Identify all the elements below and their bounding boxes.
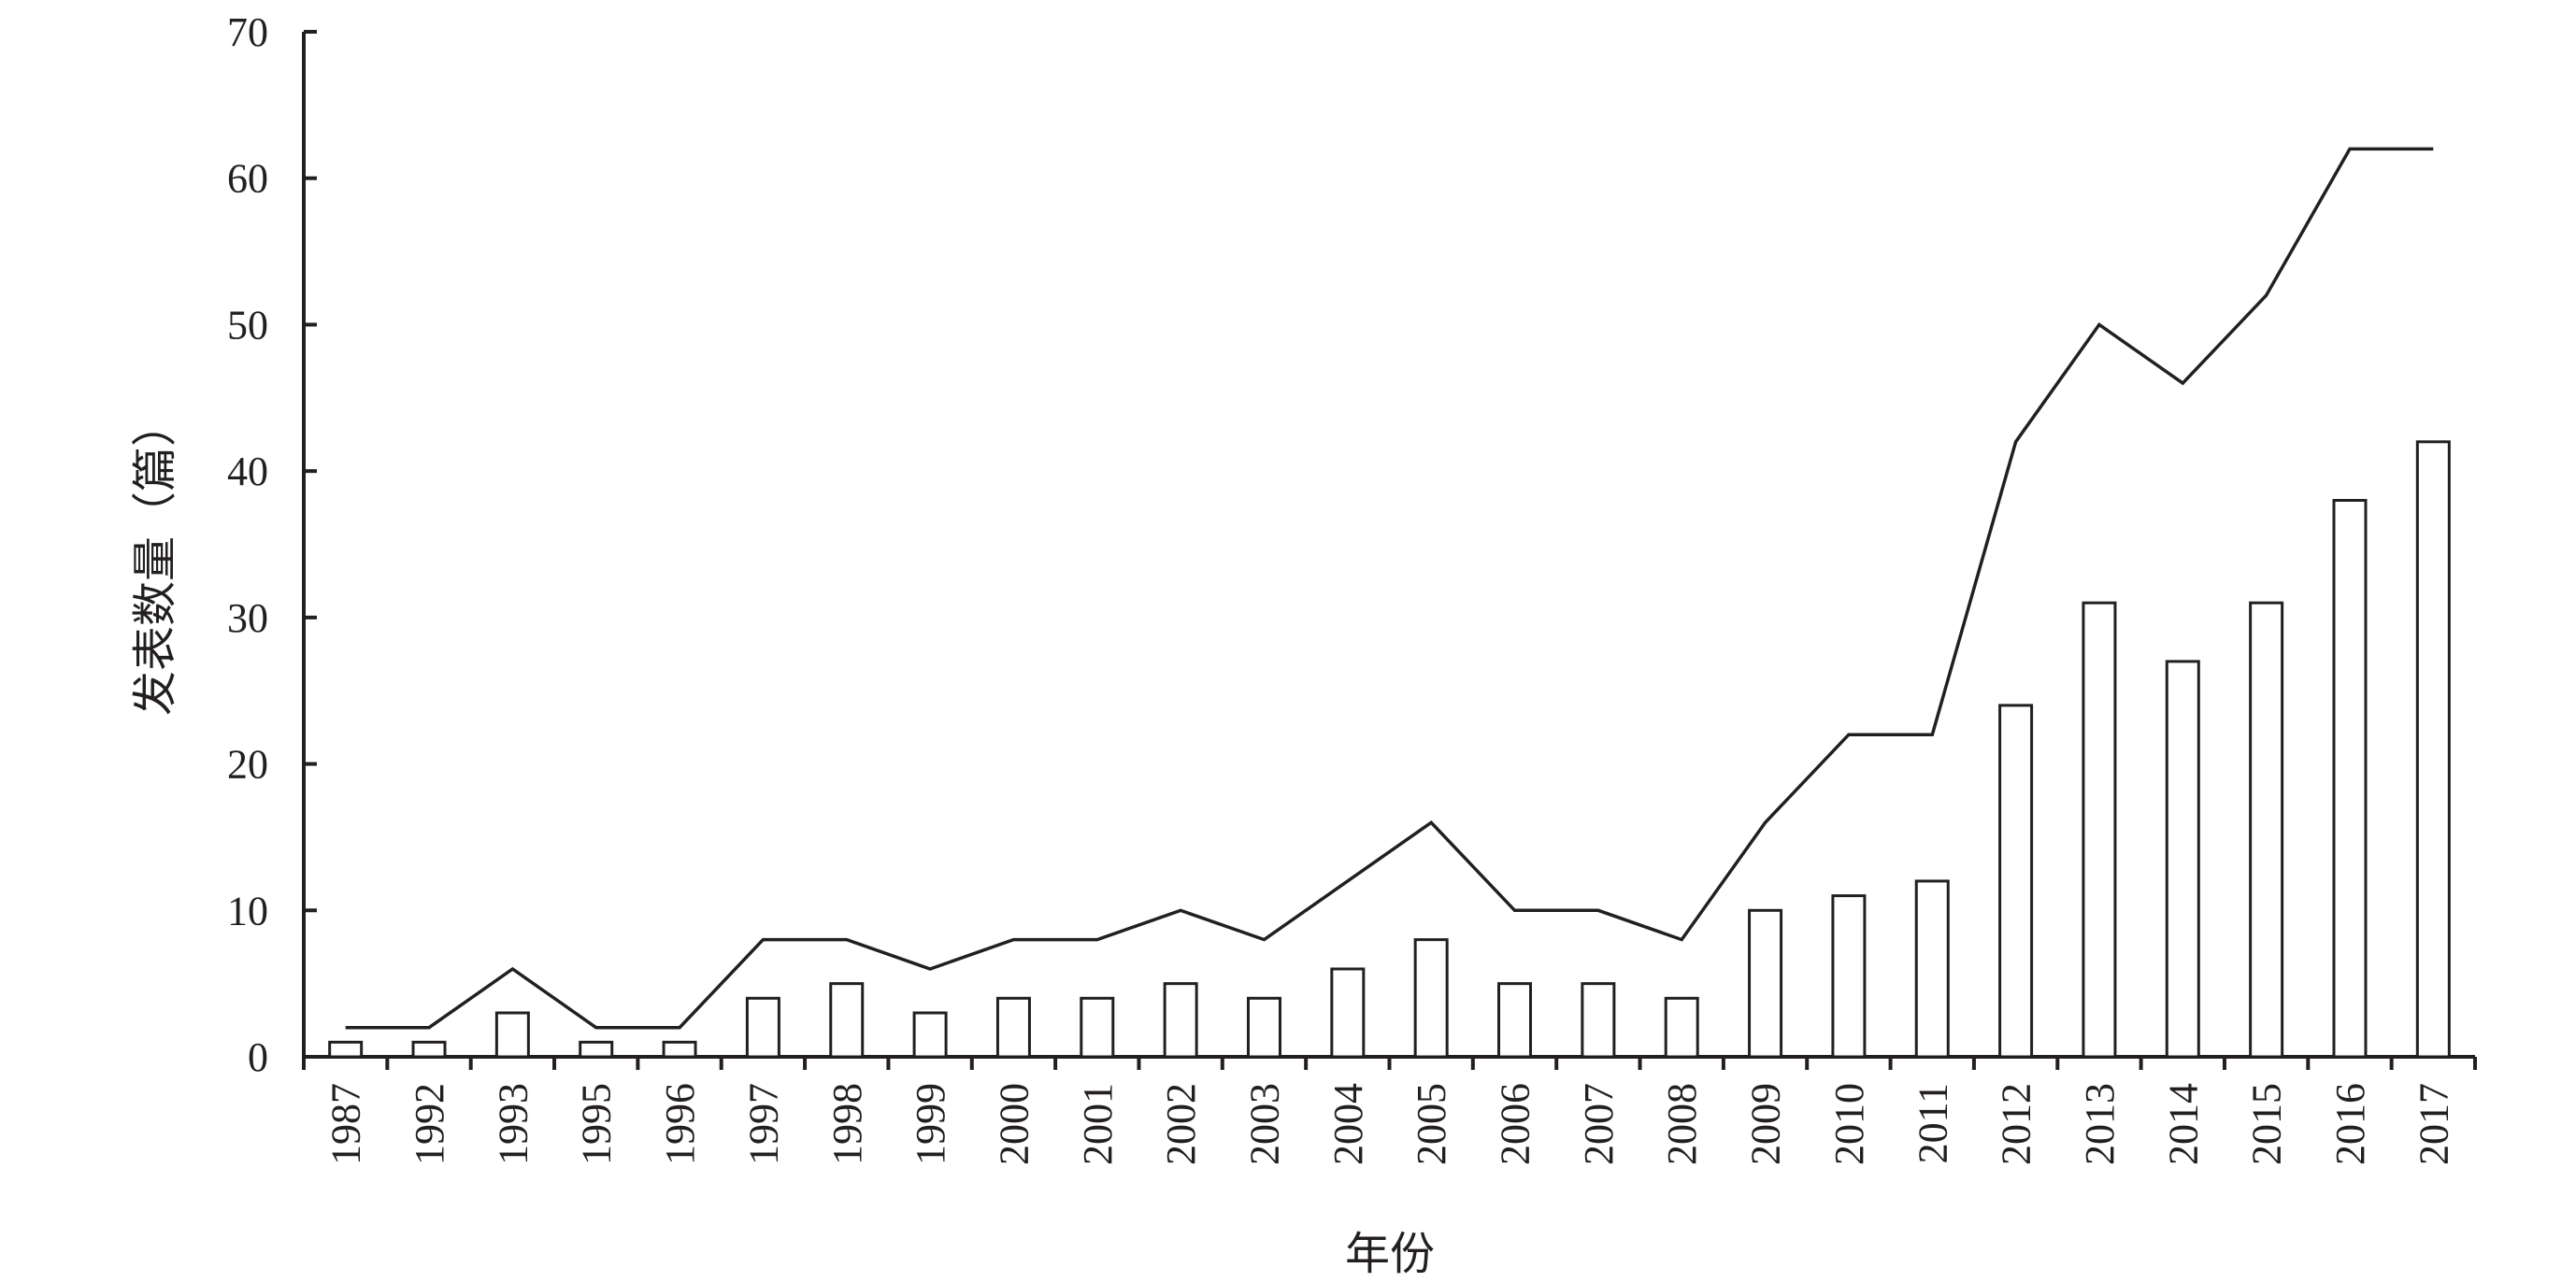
labels-layer: 0 10 20 30 40 50 60 70 1987 1992 1993 1995 1996 1997 1… — [227, 9, 2456, 1165]
bar-2013 — [2082, 601, 2117, 1059]
x-tick-label: 2007 — [1576, 1083, 1622, 1165]
y-tick-label: 20 — [227, 742, 268, 788]
x-tick-label: 2016 — [2327, 1083, 2373, 1165]
bar-2008 — [1664, 996, 1699, 1059]
x-tick-label: 1993 — [490, 1083, 536, 1165]
y-tick-label: 70 — [227, 9, 268, 55]
bar-2001 — [1080, 996, 1115, 1059]
bar-2011 — [1914, 879, 1950, 1059]
bar-1997 — [745, 996, 780, 1059]
y-axis-title: 发表数量（篇） — [129, 402, 181, 716]
bar-2009 — [1748, 908, 1783, 1059]
x-tick-label: 1992 — [407, 1083, 452, 1165]
x-tick-label: 2006 — [1493, 1083, 1538, 1165]
bar-2003 — [1246, 996, 1281, 1059]
bar-2006 — [1497, 982, 1533, 1059]
y-tick-label: 0 — [248, 1034, 268, 1080]
bar-2007 — [1581, 982, 1616, 1059]
line-layer — [345, 147, 2434, 1030]
y-tick-label: 40 — [227, 449, 268, 494]
x-tick-label: 2011 — [1910, 1083, 1955, 1163]
bar-1993 — [494, 1011, 530, 1059]
y-tick-label: 30 — [227, 595, 268, 641]
bar-2004 — [1330, 967, 1366, 1059]
x-tick-label: 1995 — [574, 1083, 620, 1165]
bar-1995 — [579, 1040, 614, 1059]
x-tick-label: 2010 — [1826, 1083, 1872, 1165]
x-tick-label: 1996 — [657, 1083, 703, 1165]
bar-2012 — [1998, 704, 2034, 1059]
x-axis-title: 年份 — [1345, 1228, 1435, 1280]
x-tick-label: 2017 — [2411, 1083, 2456, 1165]
x-tick-label: 2000 — [991, 1083, 1037, 1165]
x-tick-label: 2013 — [2077, 1083, 2123, 1165]
bar-1996 — [662, 1040, 697, 1059]
x-tick-label: 2003 — [1241, 1083, 1287, 1165]
x-tick-label: 2001 — [1075, 1083, 1121, 1165]
x-tick-label: 2012 — [1994, 1083, 2039, 1165]
x-tick-label: 2015 — [2244, 1083, 2290, 1165]
x-tick-label: 2005 — [1409, 1083, 1454, 1165]
x-tick-label: 1997 — [740, 1083, 786, 1165]
bar-1987 — [328, 1040, 364, 1059]
x-tick-label: 2008 — [1659, 1083, 1705, 1165]
x-tick-label: 1987 — [323, 1083, 369, 1165]
x-tick-label: 2009 — [1743, 1083, 1789, 1165]
bar-1992 — [411, 1040, 447, 1059]
bar-2005 — [1413, 938, 1449, 1059]
x-tick-label: 1998 — [824, 1083, 870, 1165]
y-tick-label: 10 — [227, 888, 268, 933]
x-tick-label: 1999 — [908, 1083, 953, 1165]
axes-layer — [302, 30, 2477, 1070]
bar-1999 — [912, 1011, 948, 1059]
y-tick-label: 60 — [227, 156, 268, 202]
bar-2016 — [2332, 498, 2368, 1059]
bar-2010 — [1831, 894, 1867, 1059]
line-series — [345, 147, 2434, 1030]
x-tick-label: 2004 — [1325, 1083, 1371, 1165]
x-tick-label: 2002 — [1158, 1083, 1204, 1165]
bar-2014 — [2165, 660, 2200, 1059]
y-tick-label: 50 — [227, 302, 268, 348]
bar-2000 — [995, 996, 1031, 1059]
bars-layer — [328, 440, 2451, 1059]
bar-2015 — [2249, 601, 2284, 1059]
bar-2017 — [2415, 440, 2451, 1059]
bar-2002 — [1163, 982, 1198, 1059]
bar-1998 — [829, 982, 865, 1059]
x-tick-label: 2014 — [2160, 1083, 2206, 1165]
